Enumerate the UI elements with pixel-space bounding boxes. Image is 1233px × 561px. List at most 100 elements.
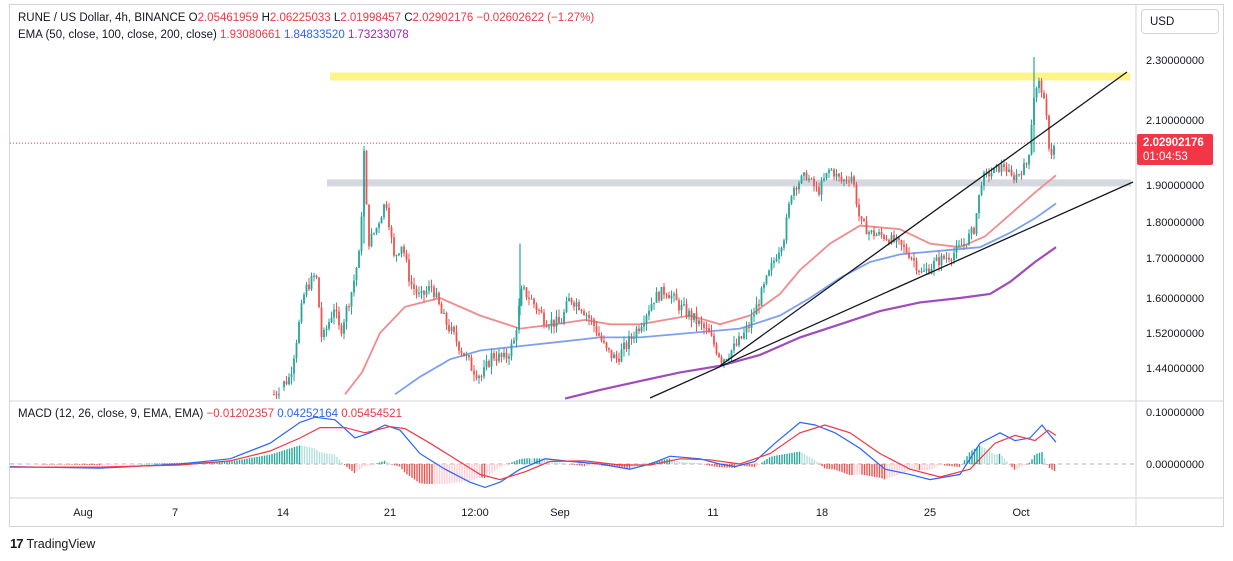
macd-histogram-bar	[163, 463, 166, 464]
macd-histogram-bar	[158, 463, 161, 464]
macd-histogram-bar	[983, 448, 986, 464]
candle-body	[885, 239, 888, 241]
candle-body	[655, 291, 658, 303]
macd-histogram-bar	[146, 463, 148, 465]
candle-body	[940, 255, 943, 266]
macd-histogram-bar	[301, 445, 303, 464]
candle-body	[863, 218, 865, 222]
macd-histogram-bar	[926, 464, 928, 471]
candle-body	[1025, 163, 1028, 165]
candle-body	[430, 285, 433, 288]
macd-histogram-bar	[363, 464, 366, 467]
macd-histogram-bar	[1046, 464, 1048, 465]
macd-histogram-bar	[798, 451, 801, 464]
candle-body	[475, 374, 478, 379]
candle-body	[403, 246, 405, 254]
candle-body	[463, 352, 465, 357]
candle-body	[945, 257, 948, 259]
macd-histogram-bar	[176, 462, 178, 464]
candle-body	[298, 321, 300, 343]
candle-body	[765, 275, 768, 284]
candle-body	[638, 328, 640, 332]
macd-histogram-bar	[551, 461, 553, 464]
macd-value: 0.04252164	[277, 408, 338, 420]
macd-histogram-bar	[298, 445, 301, 464]
candle-body	[950, 259, 953, 261]
macd-histogram-bar	[126, 464, 128, 465]
macd-histogram-bar	[578, 464, 581, 466]
macd-histogram-bar	[706, 464, 708, 466]
macd-histogram-bar	[933, 464, 936, 468]
macd-histogram-bar	[238, 459, 241, 464]
macd-histogram-bar	[956, 464, 958, 467]
candle-body	[688, 310, 690, 317]
candle-body	[810, 178, 813, 180]
macd-histogram-bar	[626, 464, 628, 469]
macd-histogram-bar	[813, 459, 816, 464]
currency-button[interactable]: USD	[1141, 9, 1219, 34]
macd-histogram-bar	[1026, 464, 1028, 465]
candle-body	[788, 203, 790, 218]
candle-body	[553, 319, 555, 327]
candle-body	[500, 353, 503, 357]
macd-histogram-bar	[916, 464, 918, 471]
macd-histogram-bar	[888, 464, 891, 478]
candle-body	[800, 175, 803, 184]
tradingview-logo-icon: 17	[10, 536, 24, 551]
candle-body	[485, 361, 488, 368]
macd-histogram-bar	[646, 463, 648, 465]
candle-body	[330, 317, 333, 322]
candle-body	[313, 275, 315, 277]
macd-histogram-bar	[356, 464, 358, 472]
macd-histogram-bar	[331, 454, 333, 464]
macd-histogram-bar	[366, 464, 368, 466]
candle-body	[813, 178, 815, 187]
candle-body	[660, 287, 663, 301]
macd-histogram-bar	[546, 459, 548, 464]
price-tick-label: 1.44000000	[1146, 363, 1204, 375]
candle-body	[353, 280, 355, 293]
candle-body	[673, 293, 675, 296]
macd-histogram-bar	[781, 454, 783, 464]
candle-body	[495, 358, 498, 361]
ema-50-line	[344, 174, 1057, 395]
macd-histogram-bar	[36, 463, 38, 465]
macd-histogram-bar	[1023, 464, 1026, 466]
macd-histogram-bar	[571, 464, 573, 465]
candle-body	[860, 216, 863, 219]
candle-body	[318, 277, 320, 308]
candle-body	[435, 292, 438, 297]
macd-histogram-bar	[518, 459, 521, 464]
macd-histogram-bar	[911, 464, 913, 471]
macd-histogram-bar	[768, 457, 771, 464]
high-label: H	[261, 12, 270, 24]
macd-histogram-bar	[381, 461, 383, 464]
tradingview-logo[interactable]: 17 TradingView	[10, 536, 95, 551]
macd-histogram-bar	[56, 464, 58, 465]
macd-histogram-bar	[821, 464, 823, 467]
candle-body	[888, 239, 890, 244]
candle-body	[915, 260, 918, 271]
macd-histogram-bar	[258, 456, 261, 464]
macd-histogram-bar	[948, 464, 951, 467]
time-tick-label: 12:00	[461, 507, 489, 519]
price-tick-label: 1.52000000	[1146, 328, 1204, 340]
candle-body	[713, 335, 715, 345]
macd-histogram-bar	[488, 464, 491, 475]
macd-histogram-bar	[831, 464, 833, 470]
candle-body	[918, 270, 920, 273]
macd-histogram-bar	[993, 454, 996, 464]
macd-histogram-bar	[151, 463, 153, 465]
candle-body	[365, 150, 368, 205]
candle-body	[393, 237, 395, 256]
candle-body	[970, 227, 973, 234]
macd-histogram-bar	[826, 464, 828, 469]
macd-histogram-bar	[303, 446, 306, 464]
price-tick-label: 2.30000000	[1146, 55, 1204, 67]
macd-hist-value: −0.01202357	[206, 408, 275, 420]
candle-body	[1030, 124, 1033, 155]
macd-histogram-bar	[31, 463, 33, 465]
macd-histogram-bar	[131, 464, 133, 465]
candle-body	[890, 235, 893, 244]
